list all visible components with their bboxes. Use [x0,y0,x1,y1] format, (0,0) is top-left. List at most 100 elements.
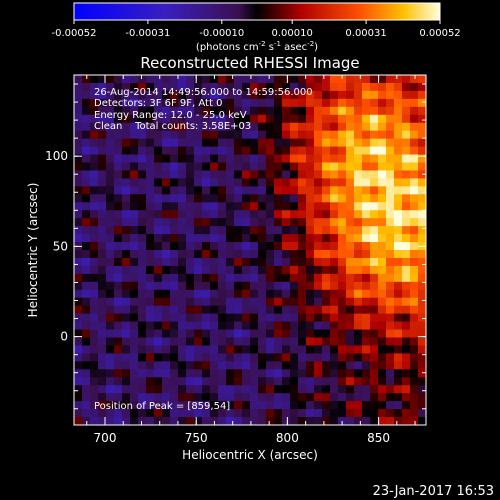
heatmap-cell [378,281,387,291]
heatmap-cell [274,138,283,147]
heatmap-cell [386,154,395,163]
heatmap-cell [282,218,291,227]
heatmap-cell [394,138,403,147]
heatmap-cell [210,281,219,291]
heatmap-cell [354,98,363,108]
heatmap-cell [242,154,251,163]
heatmap-cell [338,377,347,386]
heatmap-cell [298,186,307,195]
heatmap-cell [114,377,123,386]
heatmap-cell [290,178,299,187]
heatmap-cell [274,377,283,386]
heatmap-cell [218,194,227,203]
heatmap-cell [186,90,195,100]
heatmap-cell [394,385,403,394]
heatmap-cell [186,289,195,299]
heatmap-cell [74,297,83,306]
heatmap-cell [282,162,291,171]
heatmap-cell [106,369,115,378]
heatmap-cell [370,146,379,155]
heatmap-cell [186,138,195,147]
heatmap-cell [106,234,115,243]
heatmap-cell [234,409,243,418]
heatmap-cell [210,377,219,386]
heatmap-cell [266,377,275,386]
heatmap-cell [154,226,163,235]
heatmap-cell [354,289,363,299]
colorbar-tick-label: -0.00031 [125,28,170,39]
heatmap-cell [354,194,363,203]
heatmap-cell [394,90,403,100]
heatmap-cell [98,369,107,378]
heatmap-cell [298,281,307,291]
heatmap-cell [306,329,315,338]
heatmap-cell [354,210,363,219]
heatmap-cell [146,361,155,370]
heatmap-cell [322,162,331,171]
heatmap-cell [394,178,403,187]
heatmap-cell [154,210,163,219]
heatmap-cell [394,297,403,306]
heatmap-cell [218,393,227,402]
heatmap-cell [250,194,259,203]
heatmap-cell [410,234,419,243]
heatmap-cell [234,186,243,195]
heatmap-cell [410,226,419,235]
heatmap-cell [386,329,395,338]
heatmap-cell [266,98,275,108]
heatmap-cell [170,417,179,425]
heatmap-cell [146,178,155,187]
heatmap-cell [306,297,315,306]
heatmap-cell [82,385,91,394]
heatmap-cell [338,409,347,418]
heatmap-cell [178,329,187,338]
heatmap-cell [242,361,251,370]
heatmap-cell [362,186,371,195]
heatmap-cell [290,369,299,378]
heatmap-cell [362,122,371,131]
heatmap-cell [250,234,259,243]
heatmap-cell [130,377,139,386]
heatmap-cell [210,321,219,330]
heatmap-cell [298,250,307,259]
heatmap-cell [98,393,107,402]
heatmap-cell [154,313,163,322]
heatmap-cell [146,194,155,203]
heatmap-cell [162,194,171,203]
heatmap-cell [410,218,419,227]
heatmap-cell [250,337,259,346]
heatmap-cell [370,369,379,378]
heatmap-cell [402,170,411,179]
heatmap-cell [82,122,91,131]
heatmap-cell [226,250,235,259]
heatmap-cell [242,202,251,211]
heatmap-cell [266,114,275,124]
heatmap-cell [410,186,419,195]
heatmap-cell [370,265,379,275]
heatmap-cell [178,82,187,92]
heatmap-cell [210,385,219,394]
heatmap-cell [194,409,203,418]
heatmap-cell [170,401,179,410]
heatmap-cell [266,289,275,299]
heatmap-cell [258,345,267,354]
heatmap-cell [330,417,339,425]
heatmap-cell [114,210,123,219]
heatmap-cell [114,250,123,259]
heatmap-cell [202,194,211,203]
heatmap-cell [122,337,131,346]
heatmap-cell [146,305,155,314]
heatmap-cell [370,409,379,418]
heatmap-cell [234,393,243,402]
heatmap-cell [146,75,155,84]
heatmap-cell [290,194,299,203]
heatmap-cell [354,361,363,370]
heatmap-cell [138,361,147,370]
heatmap-cell [178,138,187,147]
heatmap-cell [202,273,211,283]
heatmap-cell [250,385,259,394]
heatmap-cell [90,369,99,378]
heatmap-cell [218,90,227,100]
heatmap-cell [330,377,339,386]
annotations: 26-Aug-2014 14:49:56.000 to 14:59:56.000… [94,87,313,412]
